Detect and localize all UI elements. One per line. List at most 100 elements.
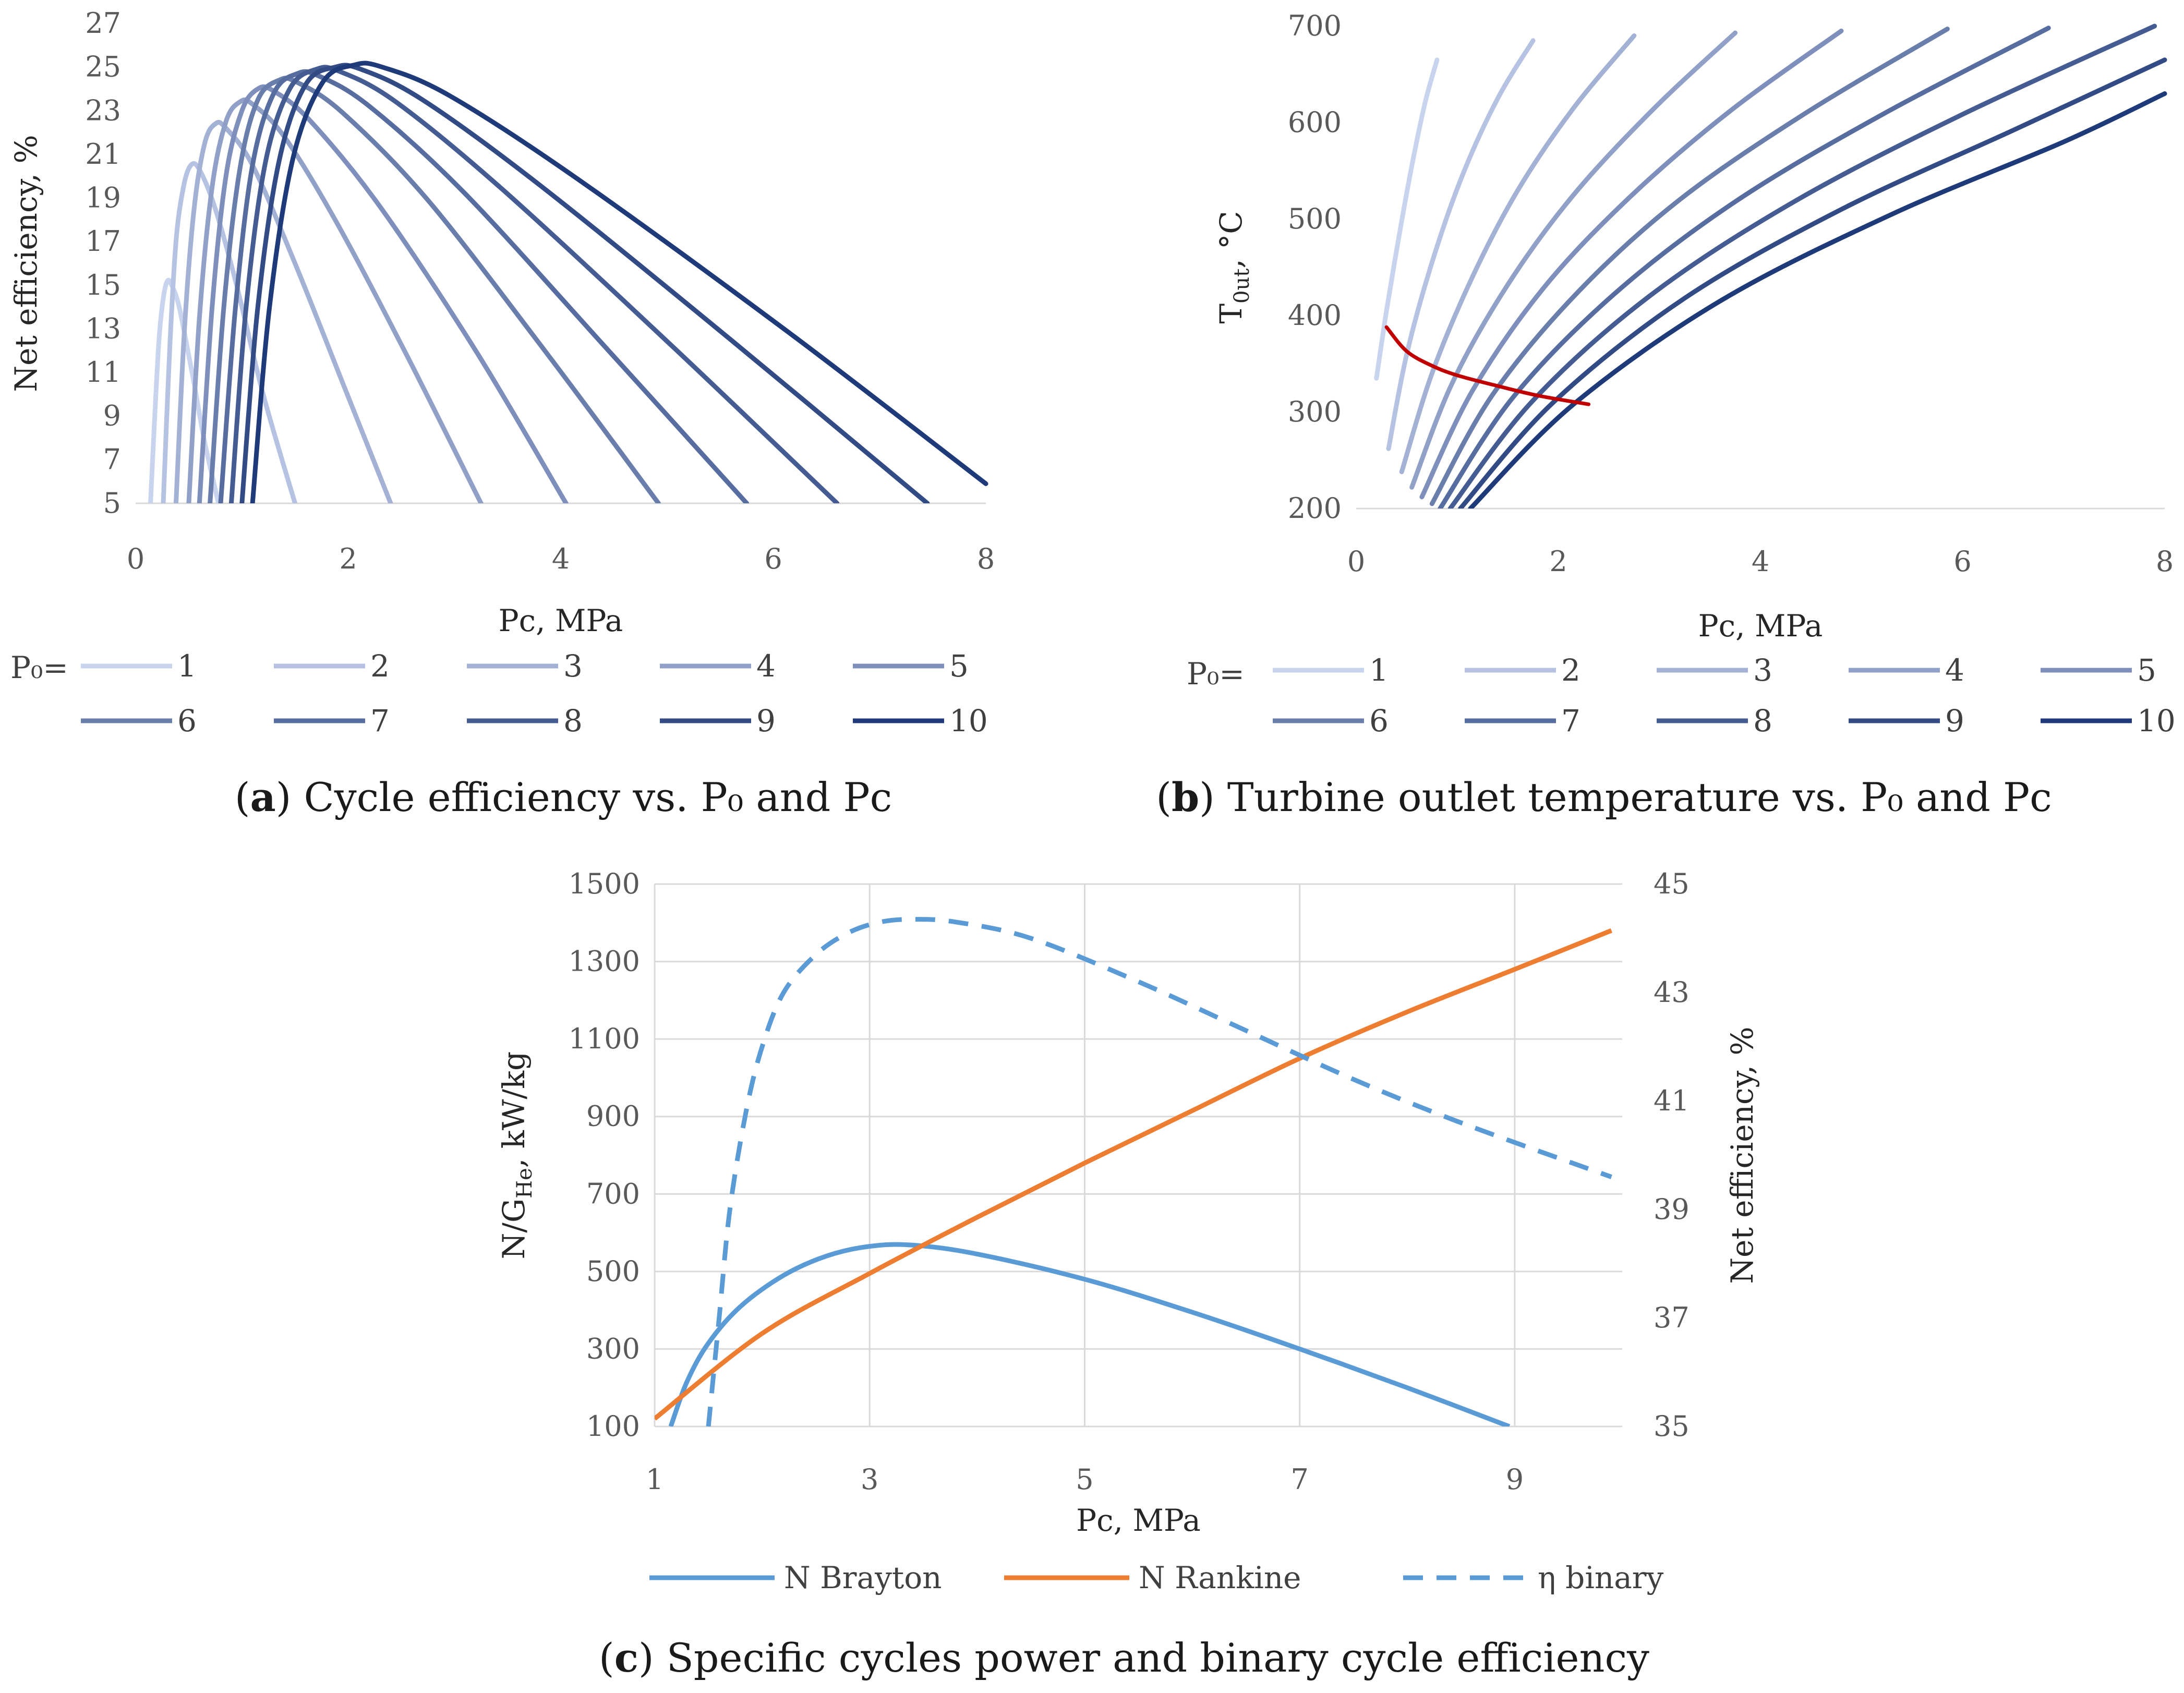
- legend-label-p0-6: 6: [177, 703, 197, 739]
- legend-label-p0-3: 3: [563, 648, 583, 684]
- legend-label-p0-8: 8: [1753, 703, 1772, 739]
- series-line-p0-4: [186, 97, 484, 503]
- x-axis-title: Pc, MPa: [499, 603, 623, 638]
- x-tick-label: 8: [2156, 545, 2174, 578]
- series-line-p0-1: [1374, 57, 1440, 381]
- legend-label-eta-binary: η binary: [1538, 1560, 1664, 1595]
- series-line-p0-3: [173, 119, 393, 503]
- optimum-outlet-temperature-line: [1384, 325, 1591, 406]
- y-axis-title-main: T: [1213, 304, 1249, 324]
- series-line-p0-6: [208, 76, 661, 503]
- x-tick-label: 6: [764, 542, 782, 575]
- legend-label-p0-5: 5: [2137, 652, 2156, 688]
- x-tick-label: 5: [1076, 1463, 1093, 1496]
- legend-label-p0-6: 6: [1369, 703, 1389, 739]
- series-line-p0-6: [1429, 27, 1950, 506]
- y-tick-label: 700: [586, 1177, 640, 1210]
- y-axis-title: T0ut, °C: [1213, 211, 1254, 323]
- x-axis-title: Pc, MPa: [1698, 608, 1823, 644]
- y2-tick-label: 41: [1654, 1084, 1690, 1117]
- x-tick-label: 4: [552, 542, 570, 575]
- y-tick-label: 9: [103, 400, 121, 432]
- panel-c-caption: (c) Specific cycles power and binary cyc…: [599, 1635, 1649, 1681]
- panel-a-legend-prefix: P₀=: [10, 650, 68, 685]
- y-axis-title-unit: , °C: [1213, 211, 1249, 268]
- y-tick-label: 1300: [569, 945, 640, 978]
- legend-label-p0-4: 4: [1945, 652, 1964, 688]
- x-tick-label: 0: [1347, 545, 1365, 578]
- x-tick-label: 7: [1290, 1463, 1308, 1496]
- x-tick-label: 0: [127, 542, 144, 575]
- series-line-p0-10: [250, 61, 988, 503]
- legend-label-p0-10: 10: [2137, 703, 2176, 739]
- series-line-p0-7: [1438, 26, 2051, 509]
- y-tick-label: 200: [1288, 492, 1342, 525]
- legend-label-p0-3: 3: [1753, 652, 1772, 688]
- legend-label-n-rankine: N Rankine: [1139, 1560, 1301, 1595]
- x-tick-label: 4: [1752, 545, 1769, 578]
- y-axis-title: Net efficiency, %: [8, 135, 44, 392]
- panel-b-chart: 200 300 400 500 600 700 0 2 4 6 8 Pc, MPa T0ut, °C 1 2…: [1213, 9, 2176, 739]
- legend-label-p0-2: 2: [1561, 652, 1580, 688]
- y-tick-label: 300: [586, 1332, 640, 1365]
- y-tick-label: 15: [85, 269, 121, 301]
- y-axis-title-unit: , kW/kg: [496, 1051, 532, 1168]
- series-line-p0-2: [161, 161, 298, 503]
- y-tick-label: 27: [85, 7, 121, 40]
- x-tick-label: 6: [1953, 545, 1971, 578]
- y-tick-label: 19: [85, 182, 121, 214]
- y-tick-label: 500: [1288, 202, 1342, 235]
- y2-tick-label: 35: [1654, 1410, 1690, 1443]
- y2-axis-title: Net efficiency, %: [1724, 1026, 1760, 1284]
- x-tick-label: 2: [339, 542, 357, 575]
- legend-label-p0-8: 8: [563, 703, 583, 739]
- x-tick-label: 1: [646, 1463, 663, 1496]
- series-line-p0-5: [1419, 28, 1844, 500]
- x-tick-label: 2: [1549, 545, 1567, 578]
- legend-label-p0-7: 7: [370, 703, 390, 739]
- y-tick-label: 21: [85, 138, 121, 171]
- y-tick-label: 1100: [569, 1022, 640, 1055]
- series-line-p0-8: [228, 65, 840, 503]
- y-tick-label: 500: [586, 1255, 640, 1288]
- y-axis-title-sub: He: [513, 1168, 537, 1199]
- y-tick-label: 11: [85, 356, 121, 389]
- y-tick-label: 900: [586, 1100, 640, 1133]
- y-tick-label: 5: [103, 487, 121, 519]
- y-tick-label: 7: [103, 443, 121, 476]
- legend-label-p0-5: 5: [949, 648, 969, 684]
- y-axis-title: N/GHe, kW/kg: [496, 1051, 537, 1260]
- x-tick-label: 8: [977, 542, 995, 575]
- legend-label-p0-4: 4: [756, 648, 776, 684]
- series-line-p0-5: [197, 84, 569, 503]
- y-tick-label: 23: [85, 94, 121, 127]
- y-tick-label: 600: [1288, 106, 1342, 139]
- legend-label-p0-10: 10: [949, 703, 988, 739]
- series-line-p0-3: [1399, 33, 1637, 475]
- y-tick-label: 1500: [569, 867, 640, 900]
- y-tick-label: 17: [85, 225, 121, 258]
- y2-tick-label: 39: [1654, 1193, 1690, 1226]
- legend-label-p0-9: 9: [1945, 703, 1964, 739]
- series-line-n-rankine: [655, 928, 1613, 1421]
- series-line-p0-9: [1458, 57, 2167, 509]
- y-axis-title-sub: 0ut: [1230, 269, 1254, 304]
- series-line-p0-2: [1386, 38, 1536, 451]
- y-axis-title-main: N/G: [496, 1199, 532, 1260]
- x-axis-title: Pc, MPa: [1076, 1503, 1201, 1538]
- y2-tick-label: 45: [1654, 867, 1690, 900]
- x-tick-label: 3: [861, 1463, 878, 1496]
- legend-label-p0-1: 1: [177, 648, 197, 684]
- y-tick-label: 400: [1288, 299, 1342, 332]
- series-line-p0-4: [1409, 30, 1738, 490]
- series-line-p0-9: [239, 63, 930, 503]
- y-tick-label: 25: [85, 51, 121, 83]
- series-line-p0-7: [218, 69, 750, 503]
- legend-label-p0-7: 7: [1561, 703, 1580, 739]
- legend-label-p0-9: 9: [756, 703, 776, 739]
- panel-b-legend-prefix: P₀=: [1187, 656, 1245, 692]
- y-tick-label: 700: [1288, 9, 1342, 42]
- series-line-n-brayton: [668, 1242, 1511, 1426]
